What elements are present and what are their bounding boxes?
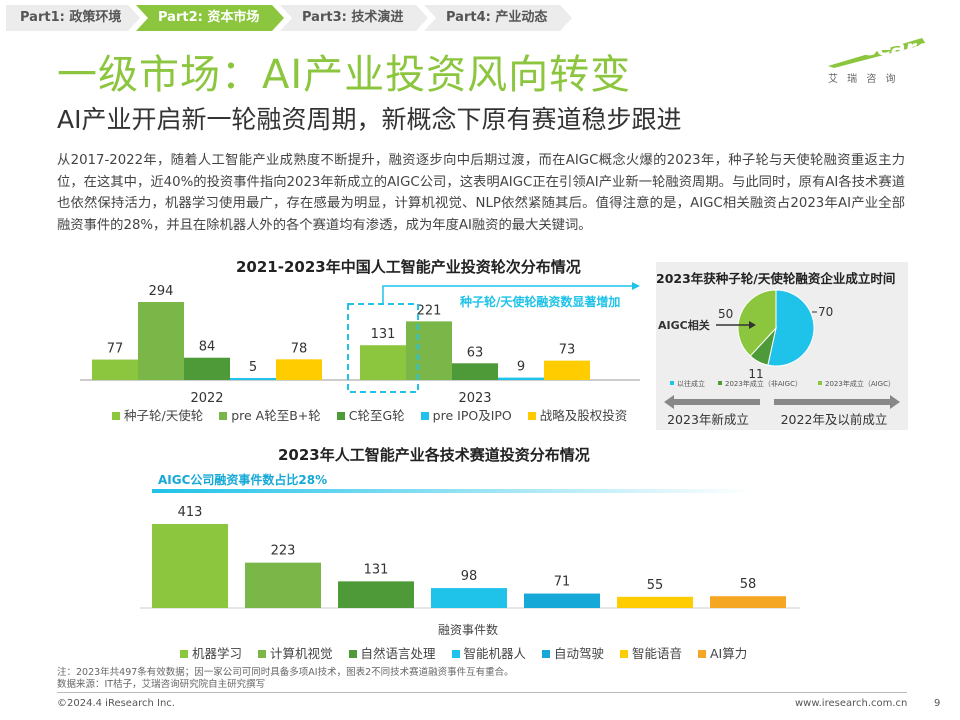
- chart1-legend: 种子轮/天使轮 pre A轮至B+轮 C轮至G轮 pre IPO及IPO 战略及…: [112, 405, 639, 424]
- chart3-bar: [524, 593, 600, 608]
- tab-part3[interactable]: Part3: 技术演进: [280, 5, 428, 31]
- chart1-value-label: 78: [291, 341, 308, 356]
- pie-legend-label: 2023年成立（AIGC）: [825, 379, 895, 388]
- logo-tagline: 艾 瑞 咨 询: [828, 74, 899, 85]
- chart3-value-label: 98: [461, 569, 478, 584]
- chart3-value-label: 71: [554, 575, 571, 590]
- chart3-bar: [431, 588, 507, 608]
- legend-item-cv: 计算机视觉: [258, 646, 333, 661]
- footer-divider: [57, 692, 907, 693]
- chart1-bar: [184, 357, 230, 380]
- legend-item-ipo: pre IPO及IPO: [420, 408, 512, 423]
- chart1-category-label: 2023: [458, 391, 491, 406]
- new-founded-label: 2023年新成立: [667, 412, 749, 427]
- aigc-annotation: AIGC相关: [658, 318, 710, 332]
- intro-paragraph: 从2017-2022年，随着人工智能产业成熟度不断提升，融资逐步向中后期过渡，而…: [57, 153, 905, 233]
- page-title: 一级市场：AI产业投资风向转变: [57, 52, 632, 98]
- page-number: 9: [934, 698, 941, 709]
- pie-legend-swatch: [818, 381, 822, 385]
- chart1-bar: [138, 302, 184, 380]
- logo-text: iResearch: [828, 36, 944, 60]
- chart3-value-label: 223: [271, 544, 296, 559]
- note-line: 注：2023年共497条有效数据；因一家公司可同时具备多项AI技术，图表2不同技…: [57, 667, 514, 678]
- connector-line: [382, 285, 636, 304]
- pie-legend-label: 以往成立: [677, 379, 705, 388]
- legend-item-nlp: 自然语言处理: [348, 646, 436, 661]
- legend-item-strategic: 战略及股权投资: [527, 408, 627, 423]
- legend-item-c: C轮至G轮: [336, 408, 405, 423]
- tab-part2[interactable]: Part2: 资本市场: [136, 5, 284, 31]
- page-subtitle: AI产业开启新一轮融资周期，新概念下原有赛道稳步跟进: [57, 105, 682, 134]
- chart3-value-label: 131: [364, 562, 389, 577]
- chart3-value-label: 58: [740, 577, 757, 592]
- chart3-bar: [338, 581, 414, 608]
- aigc-arrowhead: [749, 321, 756, 329]
- tab-part1[interactable]: Part1: 政策环境: [6, 5, 140, 31]
- legend-item-ml: 机器学习: [180, 646, 242, 661]
- legend-item-compute: AI算力: [698, 646, 747, 661]
- chart1-annotation: 种子轮/天使轮融资数显著增加: [459, 294, 620, 309]
- chart1-bar: [360, 345, 406, 380]
- legend-item-seed: 种子轮/天使轮: [112, 408, 203, 423]
- chart3-legend: 机器学习 计算机视觉 自然语言处理 智能机器人 自动驾驶 智能语音 AI算力: [180, 643, 759, 662]
- chart1-bar: [92, 359, 138, 380]
- chart1-bar: [452, 363, 498, 380]
- chart1-value-label: 9: [517, 360, 525, 375]
- aigc-banner-text: AIGC公司融资事件数占比28%: [158, 472, 327, 487]
- left-arrow: [664, 395, 760, 409]
- legend-item-prea: pre A轮至B+轮: [219, 408, 321, 423]
- logo-swoosh: [828, 38, 926, 68]
- chart3-value-label: 413: [178, 505, 203, 520]
- chart3-bar: [152, 524, 228, 608]
- pie-legend-label: 2023年成立（非AIGC）: [725, 379, 802, 388]
- chart1-bar: [230, 378, 276, 380]
- legend-item-auto: 自动驾驶: [542, 646, 604, 661]
- chart1-value-label: 73: [559, 343, 576, 358]
- tech-track-bar-chart: AIGC公司融资事件数占比28% 413 223 131 98 71 55 58 融资事件数: [140, 472, 800, 637]
- chart1-category-label: 2022: [190, 391, 223, 406]
- pie-title: 2023年获种子轮/天使轮融资企业成立时间: [656, 271, 896, 286]
- chart3-bar: [617, 596, 693, 608]
- pie-slice: [767, 289, 815, 367]
- chart1-bar: [498, 377, 544, 380]
- chart-notes: 注：2023年共497条有效数据；因一家公司可同时具备多项AI技术，图表2不同技…: [57, 667, 514, 690]
- source-line: 数据来源：IT桔子，艾瑞咨询研究院自主研究撰写: [57, 678, 266, 690]
- copyright: ©2024.4 iResearch Inc.: [57, 698, 175, 709]
- chart1-bar: [406, 321, 452, 380]
- chart1-value-label: 63: [467, 345, 484, 360]
- pie-legend-swatch: [670, 381, 674, 385]
- chart1-value-label: 77: [107, 342, 124, 357]
- chart1-value-label: 221: [417, 303, 442, 318]
- chart3-xlabel: 融资事件数: [438, 622, 498, 637]
- chart1-value-label: 131: [371, 327, 396, 342]
- pie-value-label: 70: [818, 305, 833, 319]
- pie-value-label: 11: [748, 367, 763, 381]
- connector-arrowhead: [632, 282, 640, 290]
- chart1-value-label: 5: [249, 360, 257, 375]
- right-arrow: [774, 395, 900, 409]
- chart3-bar: [245, 562, 321, 608]
- pie-value-label: 50: [718, 307, 733, 321]
- chart3-bar: [710, 596, 786, 608]
- rounds-bar-chart: 77 294 84 5 78 2022 131 221 63 9 73 2023 种子轮/天使轮融资数显…: [80, 282, 640, 406]
- old-founded-label: 2022年及以前成立: [781, 412, 888, 427]
- chart1-title: 2021-2023年中国人工智能产业投资轮次分布情况: [236, 258, 581, 276]
- pie-legend-swatch: [718, 381, 722, 385]
- iresearch-logo: iResearch 艾 瑞 咨 询: [822, 30, 943, 88]
- aigc-banner-bar: [152, 489, 752, 493]
- chart1-bar: [276, 359, 322, 380]
- legend-item-robot: 智能机器人: [451, 646, 526, 661]
- chart1-bar: [544, 360, 590, 380]
- website: www.iresearch.com.cn: [795, 698, 908, 709]
- tab-part4[interactable]: Part4: 产业动态: [424, 5, 572, 31]
- chart1-value-label: 294: [149, 284, 174, 299]
- legend-item-voice: 智能语音: [620, 646, 682, 661]
- chart3-title: 2023年人工智能产业各技术赛道投资分布情况: [278, 446, 590, 464]
- chart1-value-label: 84: [199, 340, 216, 355]
- chart3-value-label: 55: [647, 578, 664, 593]
- pie-slice: [737, 289, 777, 357]
